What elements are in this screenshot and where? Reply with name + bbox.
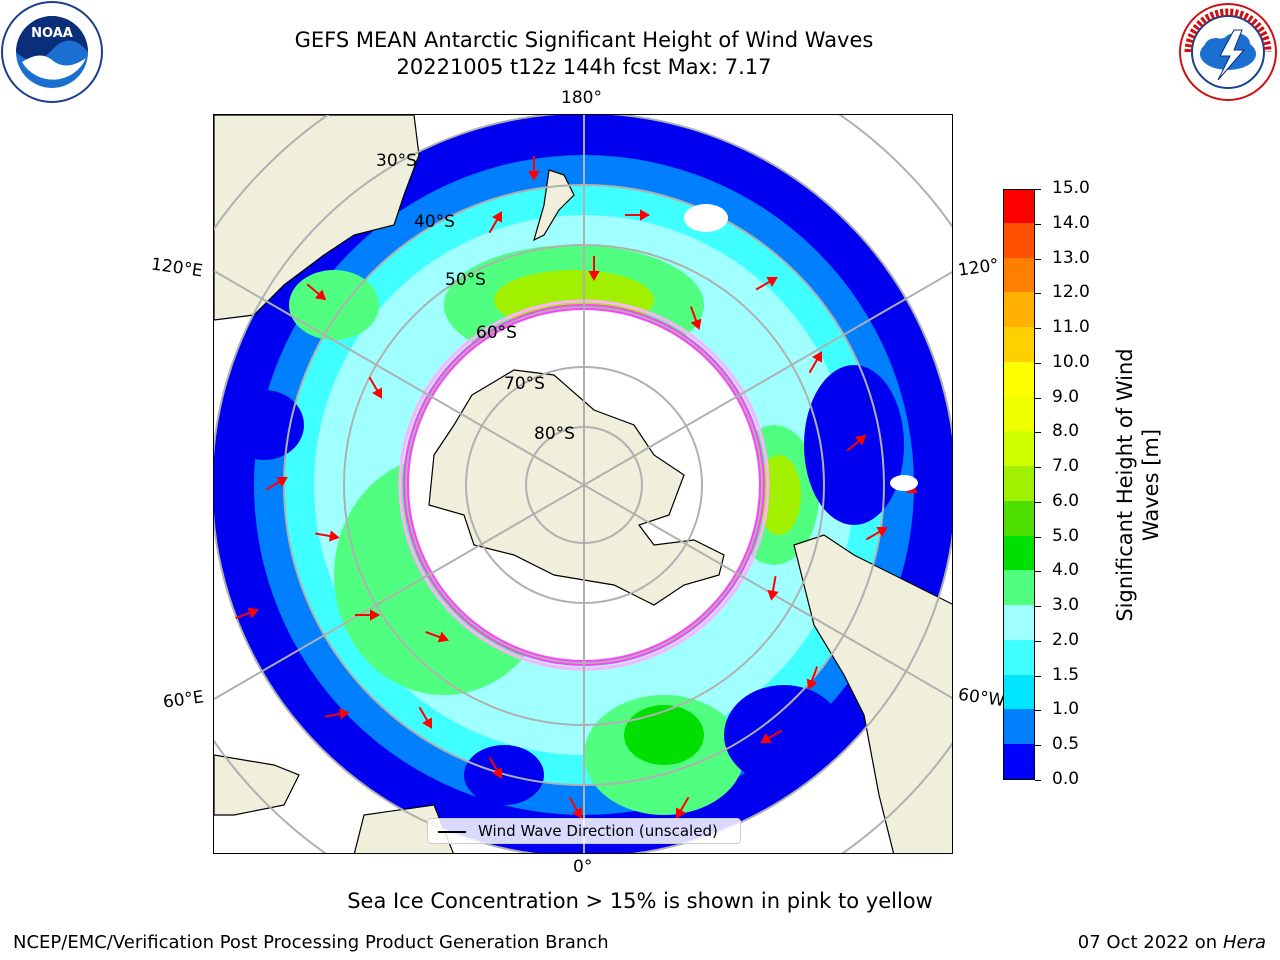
colorbar-tick-label: 15.0 xyxy=(1052,178,1090,198)
colorbar-segment xyxy=(1004,604,1034,640)
lon-label-120e: 120°E xyxy=(149,254,204,282)
legend: Wind Wave Direction (unscaled) xyxy=(427,818,741,844)
graticule xyxy=(214,115,952,853)
lon-label-60w: 60°W xyxy=(956,684,1007,712)
colorbar-segment xyxy=(1004,709,1034,745)
colorbar xyxy=(1003,189,1035,780)
lat-label-60s: 60°S xyxy=(476,323,517,343)
colorbar-tick-label: 1.0 xyxy=(1052,699,1080,720)
colorbar-tick-mark xyxy=(1035,223,1041,225)
colorbar-segment xyxy=(1004,743,1034,779)
colorbar-tick-mark xyxy=(1035,745,1041,747)
colorbar-tick-mark xyxy=(1035,189,1041,190)
colorbar-tick-label: 5.0 xyxy=(1052,525,1080,546)
colorbar-tick-label: 1.5 xyxy=(1052,664,1080,685)
lon-label-120w: 120° xyxy=(956,255,1001,281)
colorbar-tick-mark xyxy=(1035,571,1041,573)
colorbar-tick-label: 9.0 xyxy=(1052,386,1080,407)
colorbar-segment xyxy=(1004,430,1034,467)
colorbar-tick-label: 0.5 xyxy=(1052,734,1080,755)
colorbar-tick-label: 4.0 xyxy=(1052,560,1080,581)
nws-logo xyxy=(1176,0,1280,104)
colorbar-tick-mark xyxy=(1035,780,1041,781)
colorbar-tick-mark xyxy=(1035,606,1041,608)
plot-title: GEFS MEAN Antarctic Significant Height o… xyxy=(294,28,874,52)
colorbar-tick-label: 10.0 xyxy=(1052,351,1090,372)
colorbar-segment xyxy=(1004,569,1034,606)
footer-date-text: 07 Oct 2022 on xyxy=(1077,932,1218,953)
sea-ice-note: Sea Ice Concentration > 15% is shown in … xyxy=(0,889,1280,913)
colorbar-tick-mark xyxy=(1035,710,1041,712)
colorbar-tick-mark xyxy=(1035,397,1041,399)
colorbar-segment xyxy=(1004,465,1034,501)
sea-ice-note-text: Sea Ice Concentration > 15% is shown in … xyxy=(347,889,933,913)
legend-label: Wind Wave Direction (unscaled) xyxy=(478,822,718,840)
colorbar-segment xyxy=(1004,396,1034,432)
lat-label-30s: 30°S xyxy=(376,151,417,171)
colorbar-segment xyxy=(1004,361,1034,397)
colorbar-tick-label: 6.0 xyxy=(1052,490,1080,511)
colorbar-tick-mark xyxy=(1035,293,1041,295)
colorbar-tick-mark xyxy=(1035,536,1041,538)
colorbar-tick-label: 12.0 xyxy=(1052,282,1090,303)
colorbar-tick-label: 2.0 xyxy=(1052,629,1080,650)
footer-date: 07 Oct 2022 on Hera xyxy=(1078,932,1266,953)
colorbar-tick-label: 11.0 xyxy=(1052,317,1090,338)
lon-label-60e: 60°E xyxy=(161,687,206,713)
colorbar-tick-mark xyxy=(1035,362,1041,364)
legend-line-swatch xyxy=(438,831,466,833)
plot-subtitle: 20221005 t12z 144h fcst Max: 7.17 xyxy=(396,55,772,79)
polar-map-canvas xyxy=(214,115,952,853)
svg-text:NOAA: NOAA xyxy=(31,26,73,41)
colorbar-tick-mark xyxy=(1035,675,1041,677)
noaa-logo: NOAA xyxy=(0,0,104,104)
colorbar-tick-mark xyxy=(1035,328,1041,330)
footer-host: Hera xyxy=(1222,932,1266,953)
colorbar-label: Significant Height of Wind Waves [m] xyxy=(1113,348,1163,622)
colorbar-tick-mark xyxy=(1035,432,1041,434)
lat-label-40s: 40°S xyxy=(414,212,455,232)
colorbar-tick-mark xyxy=(1035,467,1041,469)
land-masses xyxy=(214,115,952,853)
footer-branch: NCEP/EMC/Verification Post Processing Pr… xyxy=(13,932,609,953)
colorbar-tick-label: 13.0 xyxy=(1052,247,1090,268)
colorbar-tick-label: 0.0 xyxy=(1052,769,1080,789)
lon-label-180: 180° xyxy=(561,88,602,108)
lat-label-50s: 50°S xyxy=(445,270,486,290)
colorbar-segment xyxy=(1004,222,1034,258)
colorbar-tick-mark xyxy=(1035,640,1041,642)
lat-label-80s: 80°S xyxy=(534,424,575,444)
lon-label-0: 0° xyxy=(573,857,593,877)
colorbar-segment xyxy=(1004,674,1034,710)
colorbar-segment xyxy=(1004,326,1034,362)
colorbar-tick-label: 8.0 xyxy=(1052,421,1080,442)
colorbar-tick-label: 3.0 xyxy=(1052,595,1080,616)
colorbar-tick-mark xyxy=(1035,501,1041,503)
colorbar-tick-label: 7.0 xyxy=(1052,456,1080,477)
no-data-patches xyxy=(684,204,918,491)
colorbar-segment xyxy=(1004,257,1034,293)
colorbar-segment xyxy=(1004,291,1034,328)
colorbar-tick-mark xyxy=(1035,258,1041,260)
lat-label-70s: 70°S xyxy=(504,374,545,394)
colorbar-segment xyxy=(1004,535,1034,571)
colorbar-segment xyxy=(1004,190,1034,223)
polar-map xyxy=(213,114,953,854)
colorbar-segment xyxy=(1004,500,1034,536)
colorbar-tick-label: 14.0 xyxy=(1052,212,1090,233)
colorbar-segment xyxy=(1004,639,1034,675)
